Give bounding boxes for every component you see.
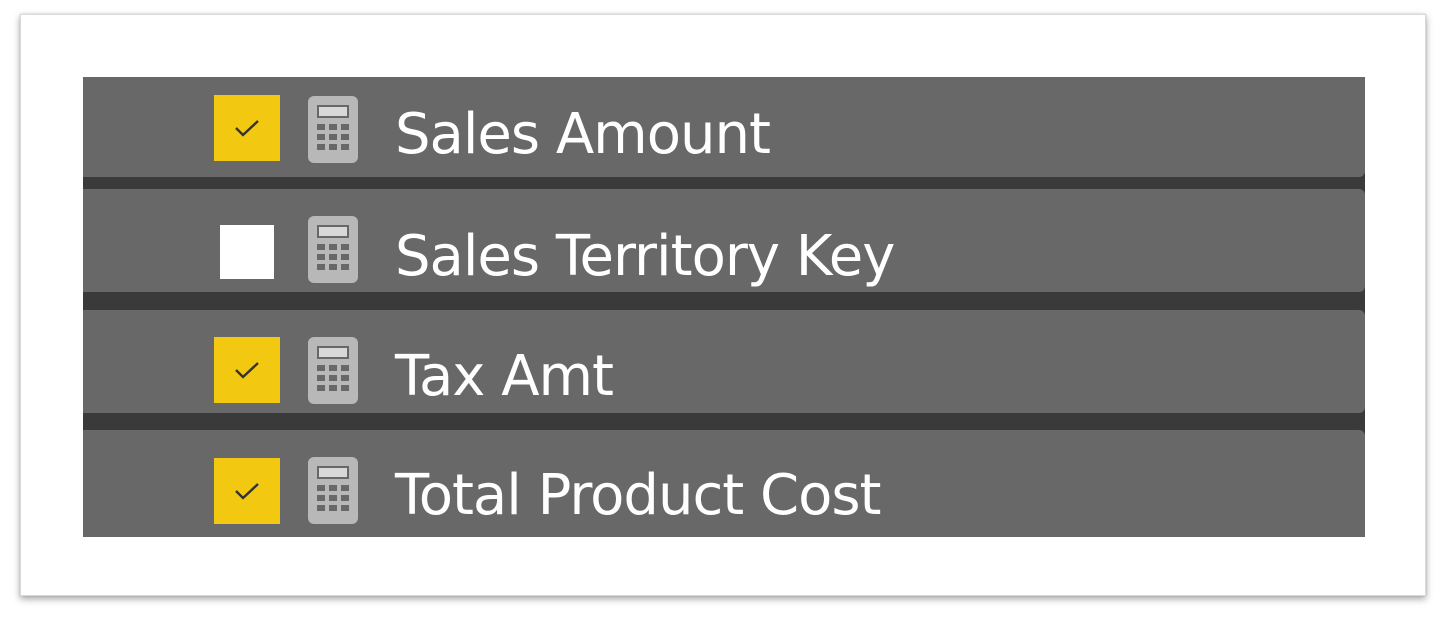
field-checkbox-checked[interactable] bbox=[214, 458, 280, 524]
field-row-total-product-cost[interactable]: Total Product Cost bbox=[83, 430, 1365, 537]
field-checkbox-checked[interactable] bbox=[214, 337, 280, 403]
field-label: Tax Amt bbox=[395, 344, 614, 409]
checkmark-icon bbox=[235, 120, 259, 137]
field-row-tax-amt[interactable]: Tax Amt bbox=[83, 310, 1365, 413]
checkmark-icon bbox=[235, 362, 259, 379]
calculator-icon bbox=[308, 457, 358, 524]
field-label: Sales Territory Key bbox=[395, 224, 895, 289]
field-label: Total Product Cost bbox=[395, 463, 882, 528]
fields-list-panel: Sales Amount Sales Territory Key bbox=[83, 77, 1365, 537]
field-checkbox-unchecked[interactable] bbox=[220, 225, 274, 279]
field-label: Sales Amount bbox=[395, 102, 771, 167]
field-checkbox-checked[interactable] bbox=[214, 95, 280, 161]
calculator-icon bbox=[308, 216, 358, 283]
calculator-icon bbox=[308, 337, 358, 404]
calculator-icon bbox=[308, 96, 358, 163]
field-row-sales-territory-key[interactable]: Sales Territory Key bbox=[83, 189, 1365, 292]
field-row-sales-amount[interactable]: Sales Amount bbox=[83, 77, 1365, 177]
checkmark-icon bbox=[235, 483, 259, 500]
